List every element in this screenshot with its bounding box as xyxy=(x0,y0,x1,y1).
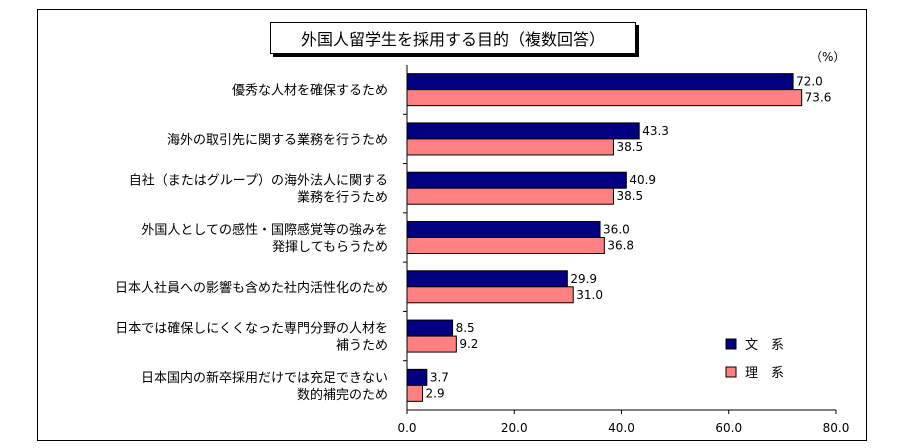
unit-label: （%） xyxy=(810,50,846,64)
category-label: 日本では確保しにくくなった専門分野の人材を xyxy=(115,321,388,337)
x-tick-label: 80.0 xyxy=(823,421,850,435)
category-label: 補うため xyxy=(336,339,388,354)
data-label: 43.3 xyxy=(642,124,669,138)
category-label: 日本人社員への影響も含めた社内活性化のため xyxy=(115,280,388,296)
legend-label-rikei: 理 系 xyxy=(745,366,784,381)
legend-swatch-rikei xyxy=(725,366,737,378)
bar-rikei xyxy=(406,237,605,254)
data-label: 9.2 xyxy=(459,337,478,351)
bar-bunkei xyxy=(406,122,640,140)
data-label: 36.0 xyxy=(603,223,630,237)
x-tick-label: 0.0 xyxy=(397,421,416,435)
data-label: 72.0 xyxy=(796,75,823,89)
data-label: 36.8 xyxy=(607,239,634,253)
data-label: 73.6 xyxy=(805,91,832,105)
data-label: 40.9 xyxy=(629,173,656,187)
category-label: 発揮してもらうため xyxy=(272,240,388,255)
x-tick-label: 60.0 xyxy=(715,421,742,435)
x-tick-label: 20.0 xyxy=(501,421,528,435)
legend-label-bunkei: 文 系 xyxy=(745,338,784,353)
data-label: 31.0 xyxy=(576,288,603,302)
bar-bunkei xyxy=(406,221,601,238)
bar-rikei xyxy=(406,335,457,353)
bar-bunkei xyxy=(406,270,568,288)
category-label: 優秀な人材を確保するため xyxy=(232,83,388,99)
chart-title: 外国人留学生を採用する目的（複数回答） xyxy=(270,22,636,54)
bar-bunkei xyxy=(406,319,454,337)
data-label: 29.9 xyxy=(570,272,597,286)
chart-frame xyxy=(37,9,867,441)
category-label: 外国人としての感性・国際感覚等の強みを xyxy=(141,222,388,238)
data-label: 2.9 xyxy=(426,386,445,400)
legend-swatch-bunkei xyxy=(725,338,737,350)
bar-rikei xyxy=(406,138,614,156)
data-label: 3.7 xyxy=(430,370,449,384)
category-label: 自社（またはグループ）の海外法人に関する xyxy=(129,173,388,189)
bar-bunkei xyxy=(406,73,794,91)
category-label: 数的補完のため xyxy=(297,387,388,403)
bar-rikei xyxy=(406,89,803,107)
data-label: 38.5 xyxy=(616,140,643,154)
bar-bunkei xyxy=(406,368,428,386)
category-label: 日本国内の新卒採用だけでは充足できない xyxy=(141,370,388,386)
category-label: 業務を行うため xyxy=(297,190,388,206)
bar-bunkei xyxy=(406,171,627,189)
data-label: 8.5 xyxy=(456,321,475,335)
bar-rikei xyxy=(406,187,614,205)
x-tick-label: 40.0 xyxy=(608,421,635,435)
category-label: 海外の取引先に関する業務を行うため xyxy=(167,132,388,148)
bar-rikei xyxy=(406,286,574,304)
bar-rikei xyxy=(406,384,424,402)
data-label: 38.5 xyxy=(616,189,643,203)
